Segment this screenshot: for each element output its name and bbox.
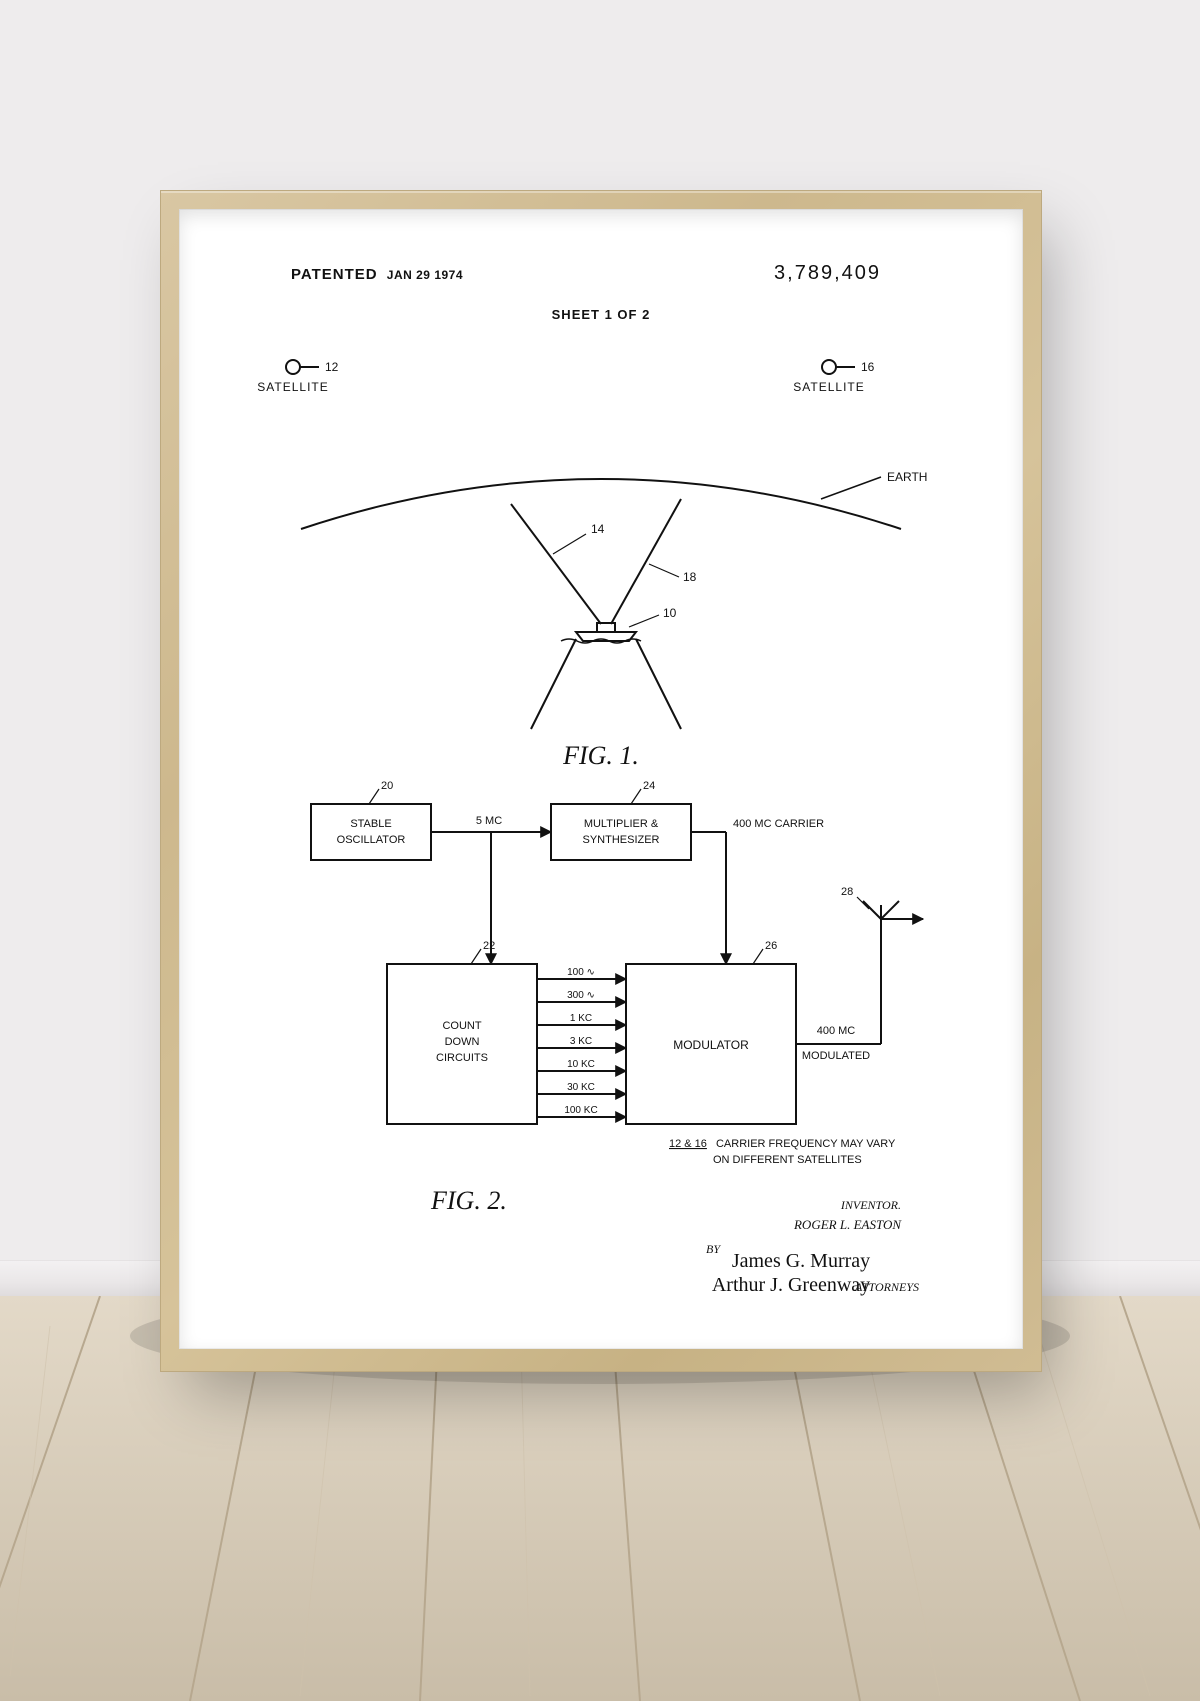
ref-24: 24 <box>643 780 655 792</box>
osc-l1: STABLE <box>350 818 391 830</box>
picture-frame: PATENTED JAN 29 1974 3,789,409 SHEET 1 O… <box>160 190 1042 1372</box>
inventor-name: ROGER L. EASTON <box>793 1217 902 1232</box>
cdc-l3: CIRCUITS <box>436 1052 488 1064</box>
note-line1: 12 & 16 CARRIER FREQUENCY MAY VARY <box>669 1138 896 1150</box>
ref-22: 22 <box>483 940 495 952</box>
svg-text:10 KC: 10 KC <box>567 1059 595 1070</box>
svg-text:1 KC: 1 KC <box>570 1013 592 1024</box>
patented-label: PATENTED JAN 29 1974 <box>291 266 463 283</box>
osc-l2: OSCILLATOR <box>337 834 406 846</box>
inventor-word: INVENTOR. <box>840 1198 901 1212</box>
fig2-caption: FIG. 2. <box>430 1186 507 1215</box>
modout-l1: 400 MC <box>817 1025 856 1037</box>
ref-16: 16 <box>861 360 875 374</box>
ref-20: 20 <box>381 780 393 792</box>
satellite-right-label: SATELLITE <box>793 380 864 394</box>
satellite-left-label: SATELLITE <box>257 380 328 394</box>
frame-mat: PATENTED JAN 29 1974 3,789,409 SHEET 1 O… <box>179 209 1023 1349</box>
patent-drawing: PATENTED JAN 29 1974 3,789,409 SHEET 1 O… <box>179 209 1023 1349</box>
by-word: BY <box>706 1242 721 1256</box>
block-multiplier <box>551 804 691 860</box>
ship-icon <box>576 623 636 641</box>
note-line2: ON DIFFERENT SATELLITES <box>713 1154 862 1166</box>
mult-l1: MULTIPLIER & <box>584 818 659 830</box>
ref-12: 12 <box>325 360 339 374</box>
ref-14: 14 <box>591 522 605 536</box>
earth-label: EARTH <box>887 470 927 484</box>
cdc-l1: COUNT <box>442 1020 481 1032</box>
fig1-caption: FIG. 1. <box>562 741 639 770</box>
cdc-outputs: 100 ∿ 300 ∿ 1 KC 3 KC 10 KC 30 KC <box>537 967 626 1117</box>
modout-l2: MODULATED <box>802 1050 870 1062</box>
svg-text:30 KC: 30 KC <box>567 1082 595 1093</box>
mod-l1: MODULATOR <box>673 1038 749 1052</box>
svg-text:300 ∿: 300 ∿ <box>567 990 595 1001</box>
ref-26: 26 <box>765 940 777 952</box>
ref-28: 28 <box>841 886 853 898</box>
signature-1: James G. Murray <box>732 1250 870 1272</box>
antenna-icon <box>863 901 923 937</box>
signature-2: Arthur J. Greenway <box>712 1274 870 1296</box>
ref-10: 10 <box>663 606 677 620</box>
label-400mc-carrier: 400 MC CARRIER <box>733 818 824 830</box>
ref-18: 18 <box>683 570 697 584</box>
cdc-l2: DOWN <box>445 1036 480 1048</box>
svg-text:100 KC: 100 KC <box>564 1105 597 1116</box>
svg-text:3 KC: 3 KC <box>570 1036 592 1047</box>
block-oscillator <box>311 804 431 860</box>
mult-l2: SYNTHESIZER <box>582 834 659 846</box>
sheet-label: SHEET 1 OF 2 <box>552 307 651 322</box>
attorneys-word: ATTORNEYS <box>854 1280 919 1294</box>
label-5mc: 5 MC <box>476 815 502 827</box>
patent-number: 3,789,409 <box>774 262 881 284</box>
svg-text:100 ∿: 100 ∿ <box>567 967 595 978</box>
